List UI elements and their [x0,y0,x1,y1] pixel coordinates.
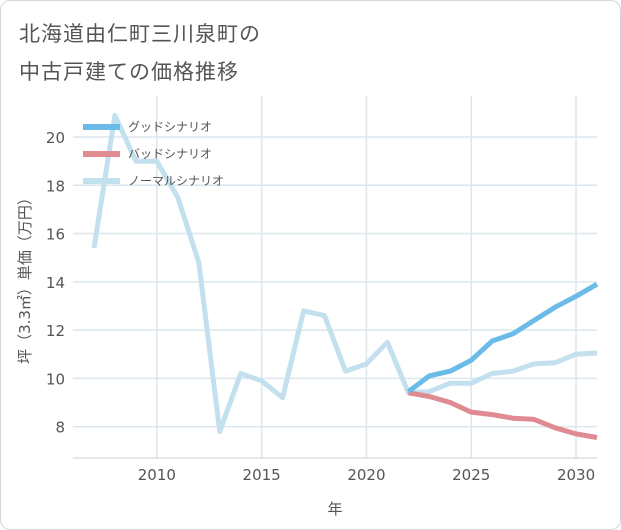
y-tick-label: 12 [46,322,65,340]
legend-label-1: バッドシナリオ [128,147,212,161]
y-tick-label: 14 [46,274,65,292]
series-line-2 [91,112,598,434]
x-tick-label: 2015 [243,466,281,484]
y-tick-label: 18 [46,177,65,195]
tick-labels: 2010 2015 2020 2025 2030 8 10 12 14 16 18 20 [46,129,595,484]
chart-title: 北海道由仁町三川泉町の 中古戸建ての価格推移 [19,15,579,91]
x-axis-label: 年 [327,500,342,518]
legend-label-2: ノーマルシナリオ [128,174,224,188]
x-tick-label: 2030 [557,466,595,484]
series-layer [91,112,599,440]
x-tick-label: 2010 [138,466,176,484]
chart-title-line-1: 北海道由仁町三川泉町の [19,22,261,46]
x-tick-label: 2025 [452,466,490,484]
y-tick-label: 16 [46,226,65,244]
series-line-0 [406,282,599,394]
chart-title-line-2: 中古戸建ての価格推移 [19,60,239,84]
series-line-1 [407,390,598,440]
y-tick-label: 8 [55,419,65,437]
y-tick-label: 10 [46,370,65,388]
grid [73,96,597,459]
legend-label-0: グッドシナリオ [128,120,212,134]
x-tick-label: 2020 [347,466,385,484]
y-axis-label: 坪（3.3㎡）単価（万円） [16,190,34,364]
y-tick-label: 20 [46,129,65,147]
